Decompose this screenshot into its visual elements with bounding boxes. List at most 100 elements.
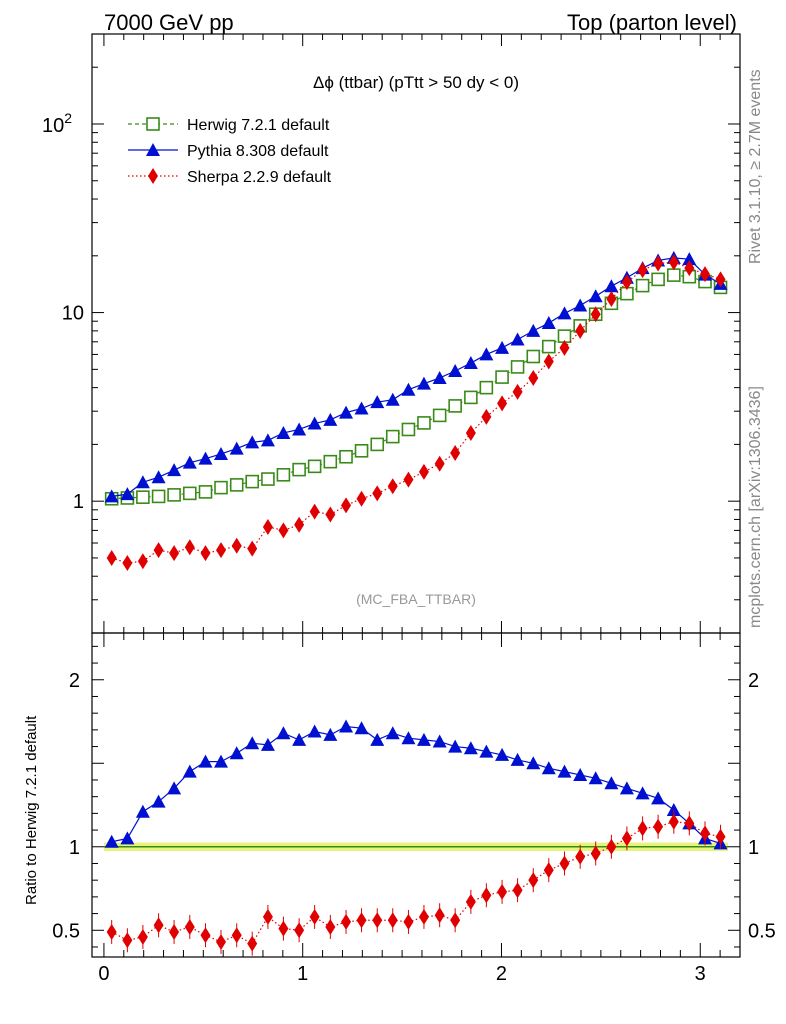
sherpa-point — [418, 463, 429, 480]
plot-title: Δϕ (ttbar) (pTtt > 50 dy < 0) — [313, 73, 519, 92]
pythia-point — [104, 489, 119, 503]
pythia-point — [198, 754, 213, 768]
sherpa-point — [528, 369, 539, 386]
sherpa-point — [200, 545, 211, 562]
herwig-point — [261, 472, 275, 486]
ratio-y-tick-label-left: 0.5 — [52, 920, 80, 942]
legend-pythia-label: Pythia 8.308 default — [187, 143, 329, 160]
herwig-point — [198, 485, 213, 499]
herwig-point — [214, 480, 228, 495]
herwig-point — [417, 416, 431, 430]
pythia-point — [167, 781, 182, 795]
sherpa-point — [247, 935, 258, 952]
sherpa-point — [372, 485, 383, 502]
pythia-point — [401, 382, 416, 396]
sherpa-point — [341, 497, 352, 514]
sherpa-point — [512, 882, 523, 899]
legend-item-sherpa: Sherpa 2.2.9 default — [128, 168, 332, 186]
sherpa-point — [403, 913, 414, 930]
pythia-point — [479, 744, 494, 758]
sherpa-point — [528, 872, 539, 889]
sherpa-point — [309, 503, 320, 520]
ratio-y-axis-label: Ratio to Herwig 7.2.1 default — [23, 715, 40, 905]
main-axis-ticks: 1 10 102 — [42, 33, 741, 634]
sherpa-point — [356, 490, 367, 507]
herwig-point — [635, 278, 650, 293]
sherpa-point — [387, 912, 398, 929]
pythia-point — [276, 425, 291, 439]
pythia-point — [245, 435, 260, 449]
sherpa-point — [653, 818, 664, 835]
pythia-point — [354, 401, 369, 415]
herwig-point — [464, 390, 478, 405]
pythia-point — [339, 719, 354, 733]
pythia-point — [229, 746, 244, 760]
pythia-point — [526, 756, 541, 770]
pythia-point — [557, 306, 572, 320]
pythia-point — [541, 761, 556, 775]
pythia-point — [104, 834, 119, 848]
sherpa-point — [559, 339, 570, 356]
header-left: 7000 GeV pp — [104, 10, 234, 35]
pythia-point — [323, 727, 338, 741]
sherpa-point — [356, 912, 367, 929]
ratio-y-tick-label-right: 1 — [748, 837, 759, 859]
sherpa-point — [184, 918, 195, 935]
herwig-point — [432, 408, 447, 423]
pythia-point — [323, 412, 338, 426]
herwig-reference-band — [103, 842, 729, 851]
herwig-point — [323, 454, 338, 469]
pythia-point — [385, 392, 400, 406]
pythia-point — [479, 347, 494, 361]
pythia-point — [588, 289, 603, 303]
sherpa-point — [325, 918, 336, 935]
pythia-point — [416, 376, 431, 390]
pythia-point — [385, 726, 400, 740]
ratio-y-tick-label-left: 2 — [69, 670, 80, 692]
pythia-point — [463, 356, 478, 370]
sherpa-point — [137, 553, 148, 570]
sherpa-point — [606, 291, 617, 308]
herwig-point — [510, 360, 525, 374]
sherpa-point — [465, 424, 476, 441]
herwig-point — [276, 467, 291, 482]
pythia-point — [635, 786, 650, 800]
sherpa-point — [278, 522, 289, 539]
pythia-point — [432, 370, 447, 384]
ratio-y-tick-label-right: 2 — [748, 670, 759, 692]
pythia-point — [370, 395, 385, 409]
sherpa-point — [262, 518, 273, 535]
pythia-point — [229, 441, 244, 455]
pythia-point — [214, 446, 229, 460]
pythia-point — [651, 791, 666, 805]
sherpa-point — [512, 383, 523, 400]
rivet-label: Rivet 3.1.10, ≥ 2.7M events — [747, 69, 764, 264]
pythia-point — [666, 803, 681, 817]
ratio-plot-frame — [91, 632, 741, 958]
ratio-axis-ticks: 0.5 0.5 1 1 2 2 0 1 2 3 — [52, 633, 776, 985]
sherpa-point — [216, 542, 227, 559]
sherpa-point — [372, 912, 383, 929]
sherpa-point — [106, 549, 117, 566]
legend-sherpa-label: Sherpa 2.2.9 default — [187, 169, 332, 186]
sherpa-point — [715, 271, 726, 288]
sherpa-line — [111, 261, 721, 564]
pythia-point — [557, 764, 572, 778]
herwig-point — [479, 380, 494, 395]
herwig-point — [136, 490, 150, 504]
sherpa-point — [387, 478, 398, 495]
sherpa-point — [621, 830, 632, 847]
sherpa-point — [262, 908, 273, 925]
sherpa-point — [668, 254, 679, 271]
sherpa-point — [137, 928, 148, 945]
sherpa-point — [294, 922, 305, 939]
pythia-point — [151, 470, 166, 484]
herwig-point — [385, 429, 400, 444]
sherpa-point — [481, 887, 492, 904]
pythia-point — [120, 831, 135, 845]
sherpa-point — [106, 923, 117, 940]
sherpa-point — [684, 815, 695, 832]
sherpa-point — [684, 260, 695, 277]
main-series-group — [104, 250, 728, 572]
